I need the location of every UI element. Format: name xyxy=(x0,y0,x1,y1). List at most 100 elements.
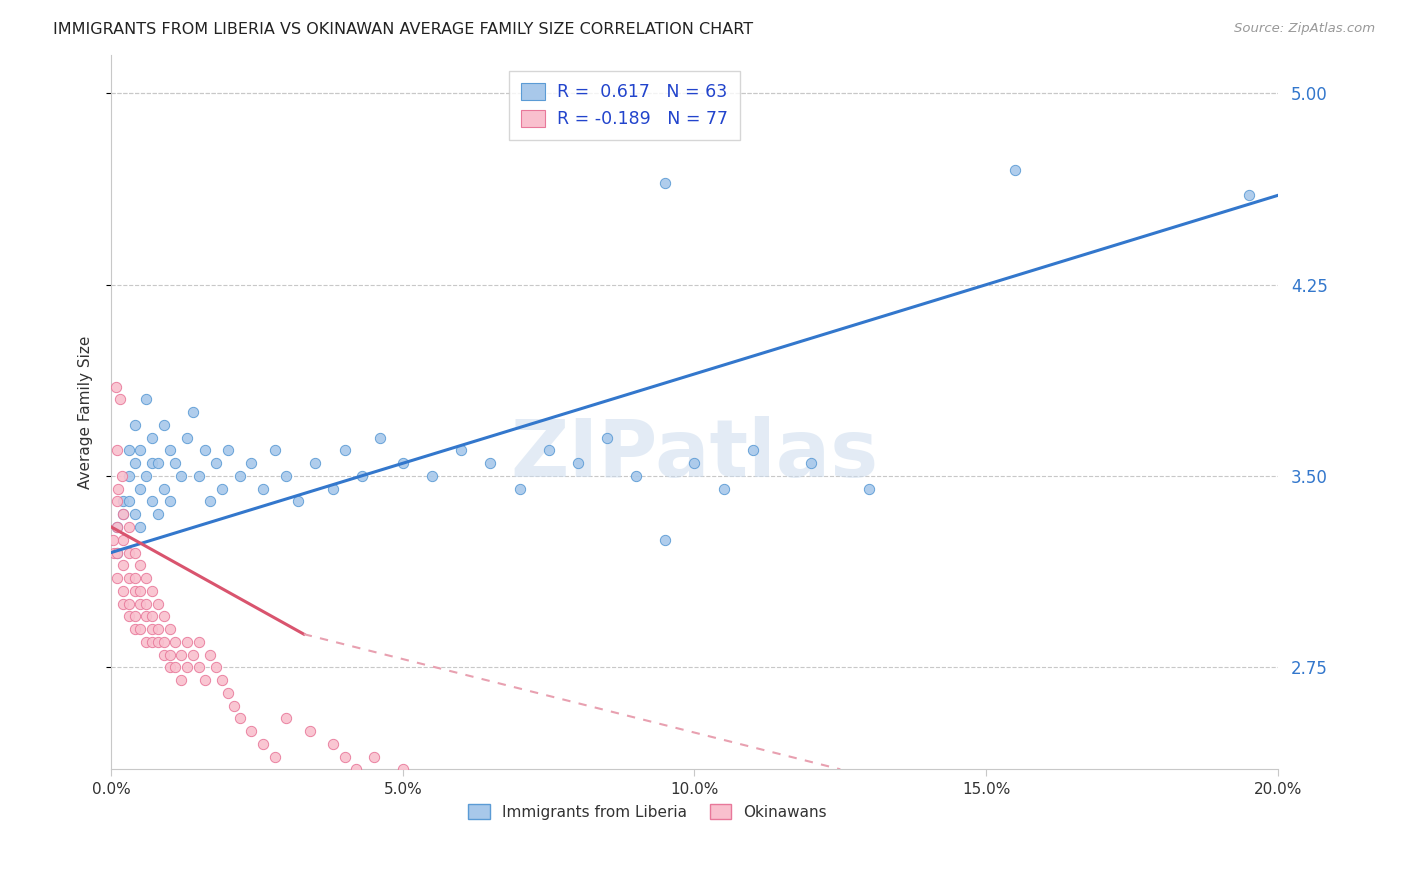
Point xyxy=(118,609,141,624)
Point xyxy=(352,469,374,483)
Point xyxy=(105,520,128,534)
Text: ZIPatlas: ZIPatlas xyxy=(510,416,879,494)
Point xyxy=(129,520,152,534)
Legend: Immigrants from Liberia, Okinawans: Immigrants from Liberia, Okinawans xyxy=(463,798,834,826)
Point xyxy=(103,545,125,559)
Point xyxy=(181,405,204,419)
Point xyxy=(176,431,198,445)
Point xyxy=(624,469,647,483)
Point xyxy=(129,583,152,598)
Point xyxy=(118,597,141,611)
Point xyxy=(135,392,157,407)
Point xyxy=(304,456,326,470)
Point xyxy=(368,431,391,445)
Point xyxy=(141,431,163,445)
Point xyxy=(252,482,274,496)
Point xyxy=(333,749,356,764)
Point xyxy=(392,762,415,776)
Point xyxy=(111,508,134,522)
Point xyxy=(333,443,356,458)
Point xyxy=(800,456,823,470)
Point xyxy=(129,443,152,458)
Point xyxy=(654,533,676,547)
Point xyxy=(537,443,560,458)
Point xyxy=(420,469,443,483)
Point xyxy=(240,456,263,470)
Point xyxy=(104,380,127,394)
Point xyxy=(263,749,285,764)
Point xyxy=(118,494,141,508)
Point xyxy=(141,634,163,648)
Point xyxy=(170,469,193,483)
Point xyxy=(344,762,367,776)
Point xyxy=(124,417,146,432)
Point xyxy=(141,456,163,470)
Point xyxy=(741,443,763,458)
Point xyxy=(165,660,187,674)
Point xyxy=(105,443,128,458)
Point xyxy=(211,482,233,496)
Point xyxy=(228,711,250,725)
Point xyxy=(263,443,285,458)
Point xyxy=(194,673,217,687)
Text: IMMIGRANTS FROM LIBERIA VS OKINAWAN AVERAGE FAMILY SIZE CORRELATION CHART: IMMIGRANTS FROM LIBERIA VS OKINAWAN AVER… xyxy=(53,22,754,37)
Point xyxy=(159,494,181,508)
Point xyxy=(165,634,187,648)
Point xyxy=(141,494,163,508)
Point xyxy=(153,417,176,432)
Point xyxy=(111,494,134,508)
Point xyxy=(187,660,209,674)
Point xyxy=(222,698,245,713)
Point xyxy=(392,456,415,470)
Point xyxy=(187,469,209,483)
Point xyxy=(211,673,233,687)
Point xyxy=(146,622,169,636)
Point xyxy=(129,558,152,573)
Point xyxy=(107,482,129,496)
Point xyxy=(176,634,198,648)
Point xyxy=(146,508,169,522)
Point xyxy=(170,673,193,687)
Point xyxy=(596,431,619,445)
Point xyxy=(479,456,502,470)
Point xyxy=(240,724,263,739)
Point xyxy=(200,648,222,662)
Point xyxy=(105,545,128,559)
Point xyxy=(176,660,198,674)
Point xyxy=(111,558,134,573)
Point xyxy=(1237,188,1260,202)
Point xyxy=(187,634,209,648)
Point xyxy=(205,660,228,674)
Point xyxy=(450,775,472,789)
Point xyxy=(567,456,589,470)
Point xyxy=(509,482,531,496)
Point xyxy=(141,583,163,598)
Point xyxy=(159,443,181,458)
Point xyxy=(105,494,128,508)
Point xyxy=(135,609,157,624)
Point xyxy=(276,469,298,483)
Point xyxy=(111,508,134,522)
Point xyxy=(683,456,706,470)
Point xyxy=(124,609,146,624)
Point xyxy=(135,469,157,483)
Point xyxy=(159,648,181,662)
Point xyxy=(124,622,146,636)
Point xyxy=(363,749,385,764)
Point xyxy=(181,648,204,662)
Point xyxy=(129,482,152,496)
Point xyxy=(118,545,141,559)
Point xyxy=(252,737,274,751)
Point xyxy=(146,456,169,470)
Point xyxy=(111,533,134,547)
Point xyxy=(153,482,176,496)
Point xyxy=(124,583,146,598)
Point xyxy=(420,775,443,789)
Point xyxy=(217,443,239,458)
Point xyxy=(159,622,181,636)
Point xyxy=(654,176,676,190)
Point xyxy=(276,711,298,725)
Point xyxy=(135,597,157,611)
Point xyxy=(228,469,250,483)
Point xyxy=(858,482,880,496)
